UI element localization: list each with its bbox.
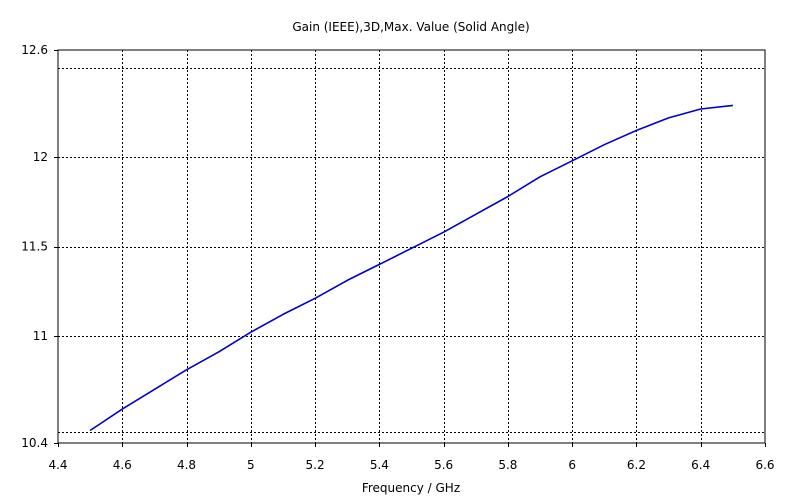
x-tick-label: 5.6: [434, 458, 453, 472]
chart-title: Gain (IEEE),3D,Max. Value (Solid Angle): [292, 20, 529, 34]
y-tick-label: 10.4: [21, 436, 48, 450]
x-tick-label: 6.2: [627, 458, 646, 472]
y-tick-label: 12: [33, 150, 48, 164]
x-tick-label: 6.6: [755, 458, 774, 472]
x-tick-label: 5.2: [306, 458, 325, 472]
x-axis-title: Frequency / GHz: [362, 481, 460, 495]
y-tick-label: 11.5: [21, 240, 48, 254]
x-tick-label: 5: [247, 458, 255, 472]
grid-layer: [58, 50, 765, 443]
gain-series-line: [89, 104, 733, 432]
x-tick-label: 6.4: [691, 458, 710, 472]
y-tick-label: 11: [33, 329, 48, 343]
series-layer: [89, 104, 733, 432]
x-tick-label: 6: [568, 458, 576, 472]
x-tick-label: 5.4: [370, 458, 389, 472]
x-tick-label: 4.6: [113, 458, 132, 472]
y-tick-label: 12.6: [21, 43, 48, 57]
tick-layer: 4.4 4.6 4.8 5 5.2 5.4 5.6 5.8 6 6.2 6.4 6.6 10.4 11 11…: [21, 43, 774, 472]
x-tick-label: 4.4: [48, 458, 67, 472]
x-tick-label: 4.8: [177, 458, 196, 472]
x-tick-label: 5.8: [498, 458, 517, 472]
plot-frame: [57, 49, 766, 444]
